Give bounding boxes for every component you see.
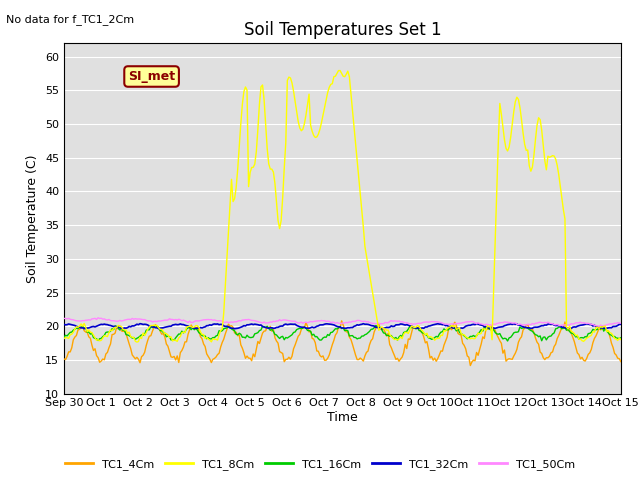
Legend: TC1_4Cm, TC1_8Cm, TC1_16Cm, TC1_32Cm, TC1_50Cm: TC1_4Cm, TC1_8Cm, TC1_16Cm, TC1_32Cm, TC… xyxy=(61,455,579,474)
Title: Soil Temperatures Set 1: Soil Temperatures Set 1 xyxy=(244,21,441,39)
X-axis label: Time: Time xyxy=(327,411,358,424)
Text: No data for f_TC1_2Cm: No data for f_TC1_2Cm xyxy=(6,14,134,25)
Text: SI_met: SI_met xyxy=(128,70,175,83)
Y-axis label: Soil Temperature (C): Soil Temperature (C) xyxy=(26,154,40,283)
